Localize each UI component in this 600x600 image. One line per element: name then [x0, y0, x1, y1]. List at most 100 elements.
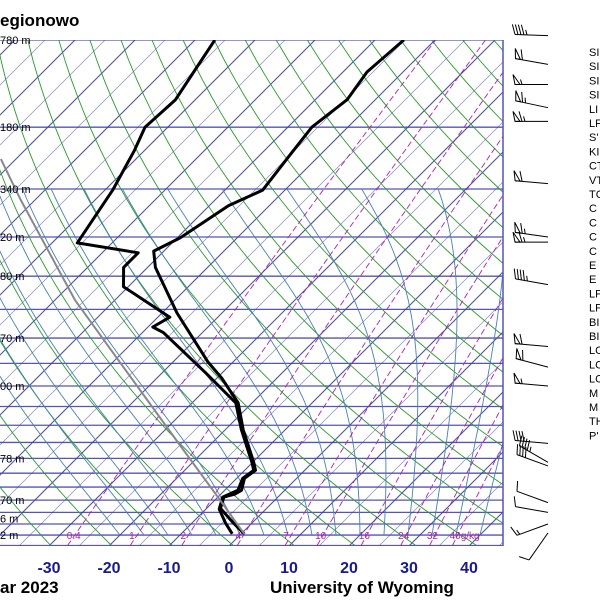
wind-barb-pennant	[515, 348, 522, 361]
moist-adiabat-line	[221, 188, 361, 536]
wind-barb	[512, 231, 548, 243]
moist-adiabat-line	[22, 188, 241, 536]
index-label: CT	[589, 161, 600, 173]
wind-barb	[513, 372, 549, 387]
wind-barb-feather	[518, 435, 523, 446]
isotherm-line	[109, 151, 503, 546]
isotherm-line	[139, 181, 503, 546]
mixing-ratio-label: 2	[180, 531, 186, 542]
isotherm-line	[79, 121, 503, 546]
wind-barb-shaft	[519, 445, 549, 463]
wind-barb-half-feather	[523, 236, 526, 243]
x-tick-label: -20	[97, 560, 120, 577]
wind-barb	[514, 48, 549, 65]
isotherm-line	[0, 40, 76, 116]
index-label: BI	[589, 317, 599, 329]
wind-barb	[513, 333, 549, 347]
index-label: SI	[589, 90, 599, 102]
chart-title: egionowo	[0, 11, 79, 30]
mixing-ratio-label: 0.4	[67, 531, 81, 542]
wind-barb-pennant	[512, 111, 521, 122]
x-tick-label: 40	[460, 560, 478, 577]
index-label: E	[589, 260, 596, 272]
isotherm-line	[409, 451, 503, 546]
wind-barb-pennant	[513, 333, 522, 345]
mixing-ratio-line	[284, 194, 503, 546]
mixing-ratio-line	[429, 404, 503, 546]
wind-barb-feather	[519, 556, 530, 561]
plot-grid	[0, 40, 503, 546]
moist-adiabat-line	[0, 250, 193, 536]
wind-barb-pennant	[515, 90, 522, 103]
wind-barb-half-feather	[526, 275, 528, 282]
height-label: 340 m	[0, 184, 31, 196]
wind-barb	[516, 480, 549, 504]
mixing-ratio-line	[452, 444, 503, 546]
height-label: 80 m	[0, 271, 24, 283]
wind-barb	[512, 430, 549, 444]
footer-date: ar 2023	[0, 578, 59, 597]
mixing-ratio-label: 32	[427, 531, 439, 542]
dry-adiabat-line	[89, 40, 503, 524]
index-label: SI	[589, 61, 599, 73]
isotherm-line	[0, 40, 436, 476]
wind-barb	[512, 74, 548, 86]
isotherm-line	[49, 91, 503, 546]
moist-adiabat-line	[0, 338, 145, 536]
wind-barb-half-feather	[523, 228, 526, 234]
index-label: C	[589, 217, 597, 229]
dry-adiabat-line	[275, 40, 503, 300]
wind-barb-feather	[516, 444, 519, 455]
wind-barb-half-feather	[520, 79, 523, 85]
isotherm-line	[0, 40, 256, 296]
height-label: 2 m	[0, 530, 18, 542]
isotherm-line	[0, 40, 376, 416]
wind-barb-feather	[518, 111, 523, 122]
isotherm-line	[229, 271, 503, 546]
dry-adiabat-line	[0, 414, 112, 546]
wind-barb-feather	[517, 24, 522, 35]
mixing-ratio-line	[400, 356, 503, 546]
dry-adiabat-line	[27, 40, 417, 546]
wind-barb-feather	[526, 440, 531, 451]
wind-barb-feather	[521, 91, 524, 103]
height-label: 00 m	[0, 381, 24, 393]
isotherm-line	[0, 40, 46, 86]
isotherm-line	[0, 40, 196, 236]
wind-barb-feather	[521, 437, 525, 448]
index-label: LF	[589, 303, 600, 315]
moist-adiabat-line	[455, 265, 503, 536]
wind-barb-feather	[522, 270, 525, 281]
index-label: M	[589, 402, 598, 414]
index-label: LI	[589, 104, 598, 116]
isotherm-line	[0, 40, 466, 506]
wind-barb-shaft	[516, 454, 549, 467]
wind-barb-shaft	[515, 506, 549, 513]
x-tick-label: 20	[340, 560, 358, 577]
x-tick-label: 30	[400, 560, 418, 577]
dry-adiabat-line	[0, 259, 234, 546]
wind-barb-feather	[520, 222, 523, 234]
wind-barb-feather	[520, 24, 525, 35]
wind-barb-shaft	[515, 34, 549, 37]
height-label: 78 m	[0, 453, 24, 465]
index-label: C	[589, 246, 597, 258]
index-label: P'	[589, 430, 598, 442]
isotherm-line	[0, 40, 346, 386]
wind-barb-feather	[519, 445, 521, 456]
mixing-ratio-label: 40g/kg	[450, 531, 480, 542]
index-label: M	[589, 388, 598, 400]
dry-adiabat-line	[0, 169, 295, 546]
index-label: LC	[589, 345, 600, 357]
wind-barb-pennant	[512, 231, 521, 243]
mixing-ratio-label: 24	[398, 531, 410, 542]
isotherm-line	[289, 331, 503, 546]
moist-adiabat-line	[0, 375, 121, 536]
mixing-ratio-line	[360, 297, 503, 546]
wind-barb-feather	[519, 333, 523, 345]
footer-credit: University of Wyoming	[270, 578, 454, 597]
profiles	[0, 40, 405, 535]
wind-barb-half-feather	[529, 446, 532, 452]
mixing-ratio-label: 16	[359, 531, 371, 542]
